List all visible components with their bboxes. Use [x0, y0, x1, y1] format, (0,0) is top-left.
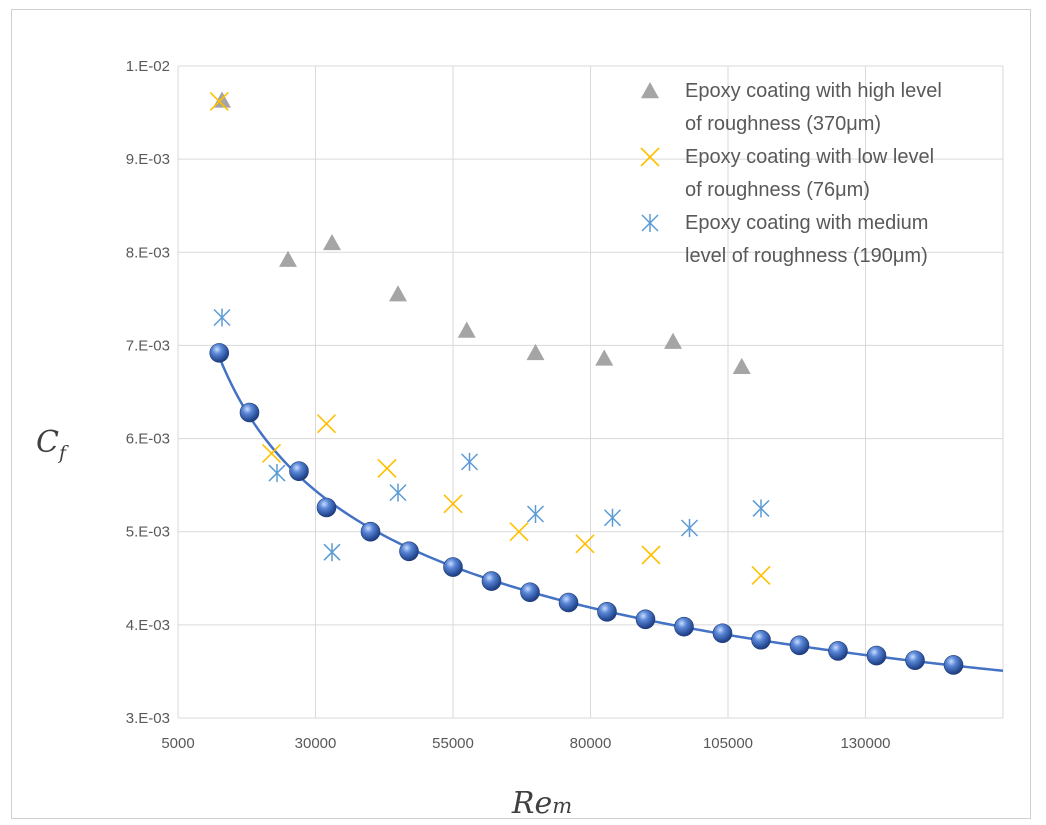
legend-label: of roughness (370μm)	[685, 113, 881, 135]
triangle-point	[457, 321, 476, 338]
y-tick-label: 1.E-02	[126, 58, 170, 75]
x-tick-label: 105000	[703, 735, 753, 752]
x-tick-label: 80000	[570, 735, 612, 752]
power-fit-curve	[218, 356, 1004, 673]
y-tick-label: 6.E-03	[126, 431, 170, 448]
legend-entry: Epoxy coating with high level of roughnes…	[641, 80, 942, 135]
asterisk-point	[268, 464, 286, 483]
asterisk-point	[389, 483, 407, 502]
legend-marker-triangle	[641, 82, 659, 99]
chart-frame	[11, 9, 1031, 819]
x-tick-label: 5000	[161, 735, 194, 752]
asterisk-point	[213, 308, 231, 327]
legend-label: Epoxy coating with medium	[685, 212, 928, 234]
legend-marker-x	[640, 147, 660, 167]
sphere-point	[789, 635, 810, 656]
asterisk-point	[323, 543, 341, 562]
sphere-point	[289, 461, 309, 481]
sphere-point	[443, 557, 463, 577]
x-point	[377, 458, 397, 478]
triangle-point	[664, 332, 682, 349]
x-tick-label: 130000	[840, 735, 890, 752]
series-x	[209, 91, 771, 586]
legend-label: Epoxy coating with high level	[685, 80, 942, 102]
x-point	[261, 443, 282, 464]
asterisk-point	[460, 452, 479, 471]
sphere-point	[558, 592, 579, 613]
series-asterisk	[213, 308, 770, 562]
x-point	[641, 545, 661, 565]
triangle-point	[732, 357, 751, 375]
sphere-point	[905, 650, 925, 671]
sphere-point	[316, 497, 337, 518]
sphere-point	[239, 402, 260, 423]
sphere-point	[751, 629, 771, 650]
sphere-point	[481, 571, 502, 591]
x-tick-label: 55000	[432, 735, 474, 752]
x-point	[509, 522, 529, 542]
sphere-point	[828, 641, 848, 661]
y-axis-title-main: C	[36, 425, 59, 460]
x-point	[209, 91, 229, 111]
y-tick-label: 7.E-03	[126, 337, 170, 354]
tick-label-layer: 5000 30000 55000 80000 105000 130000 3.E-03 4.E…	[126, 58, 891, 752]
sphere-point	[360, 521, 381, 542]
asterisk-point	[526, 505, 545, 524]
legend-entry: Epoxy coating with low level of roughness…	[640, 146, 934, 201]
triangle-point	[526, 343, 545, 361]
series-sphere	[209, 343, 964, 675]
triangle-point	[323, 233, 341, 251]
x-tick-label: 30000	[295, 735, 337, 752]
legend-label: level of roughness (190μm)	[685, 245, 928, 267]
fit-curve-layer	[218, 356, 1004, 673]
sphere-point	[712, 623, 733, 644]
sphere-point	[520, 582, 540, 603]
x-point	[575, 534, 595, 554]
y-axis-title-sub: f	[57, 442, 69, 464]
series-triangle	[213, 91, 751, 375]
y-tick-label: 8.E-03	[126, 244, 170, 261]
sphere-point	[866, 645, 887, 666]
y-tick-label: 3.E-03	[126, 710, 170, 727]
sphere-point	[943, 655, 964, 675]
x-point	[316, 414, 337, 434]
x-point	[443, 494, 463, 514]
sphere-point	[635, 609, 656, 630]
x-point	[751, 565, 771, 586]
x-axis-title-sub: m	[552, 794, 572, 818]
x-axis-title-main: Re	[511, 786, 552, 821]
grid-layer	[177, 65, 1004, 719]
sphere-point	[597, 602, 617, 622]
y-tick-label: 5.E-03	[126, 524, 170, 541]
triangle-point	[279, 250, 297, 267]
data-marks-layer	[209, 91, 964, 675]
legend-label: of roughness (76μm)	[685, 179, 870, 201]
sphere-point	[209, 343, 230, 363]
triangle-point	[595, 349, 614, 366]
sphere-point	[399, 541, 419, 562]
x-axis-title: Rem	[511, 786, 572, 821]
y-tick-label: 4.E-03	[126, 617, 170, 634]
asterisk-point	[752, 499, 770, 518]
legend-entry: Epoxy coating with medium level of roughn…	[641, 212, 928, 267]
legend-marker-asterisk	[641, 214, 659, 232]
sphere-point	[674, 616, 694, 637]
y-tick-label: 9.E-03	[126, 151, 170, 168]
asterisk-point	[680, 518, 699, 537]
asterisk-point	[603, 508, 622, 527]
y-axis-title: Cf	[36, 425, 69, 464]
legend: Epoxy coating with high level of roughnes…	[640, 80, 942, 267]
triangle-point	[389, 285, 407, 302]
legend-label: Epoxy coating with low level	[685, 146, 934, 168]
